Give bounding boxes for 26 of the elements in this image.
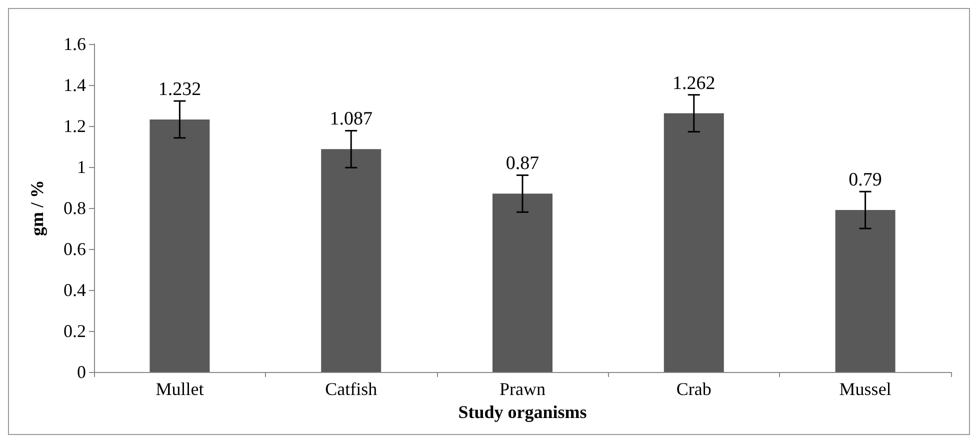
bar xyxy=(321,149,382,372)
x-tick-label: Crab xyxy=(676,379,712,399)
y-tick-label: 0.6 xyxy=(64,239,86,259)
y-tick-label: 0.2 xyxy=(64,321,86,341)
data-label: 0.79 xyxy=(848,170,882,191)
y-tick-label: 1.4 xyxy=(64,75,86,95)
data-label: 1.087 xyxy=(330,108,372,130)
y-tick-label: 0.4 xyxy=(64,280,86,300)
data-label: 0.87 xyxy=(506,153,540,174)
data-label: 1.262 xyxy=(672,72,716,94)
x-tick-label: Mussel xyxy=(839,379,892,399)
y-tick-label: 1 xyxy=(77,157,86,177)
x-tick-label: Catfish xyxy=(325,379,378,399)
x-axis-title: Study organisms xyxy=(458,402,587,422)
bar xyxy=(835,210,896,372)
bar xyxy=(492,194,552,372)
x-tick-label: Prawn xyxy=(500,379,546,399)
bar xyxy=(150,119,210,372)
y-tick-label: 0 xyxy=(77,362,86,382)
bar xyxy=(664,113,724,372)
x-tick-label: Mullet xyxy=(156,379,204,399)
y-tick-label: 1.6 xyxy=(64,34,86,54)
y-tick-label: 0.8 xyxy=(64,198,86,218)
y-tick-label: 1.2 xyxy=(64,116,86,136)
y-axis-title: gm / % xyxy=(27,180,47,236)
data-label: 1.232 xyxy=(158,78,202,100)
